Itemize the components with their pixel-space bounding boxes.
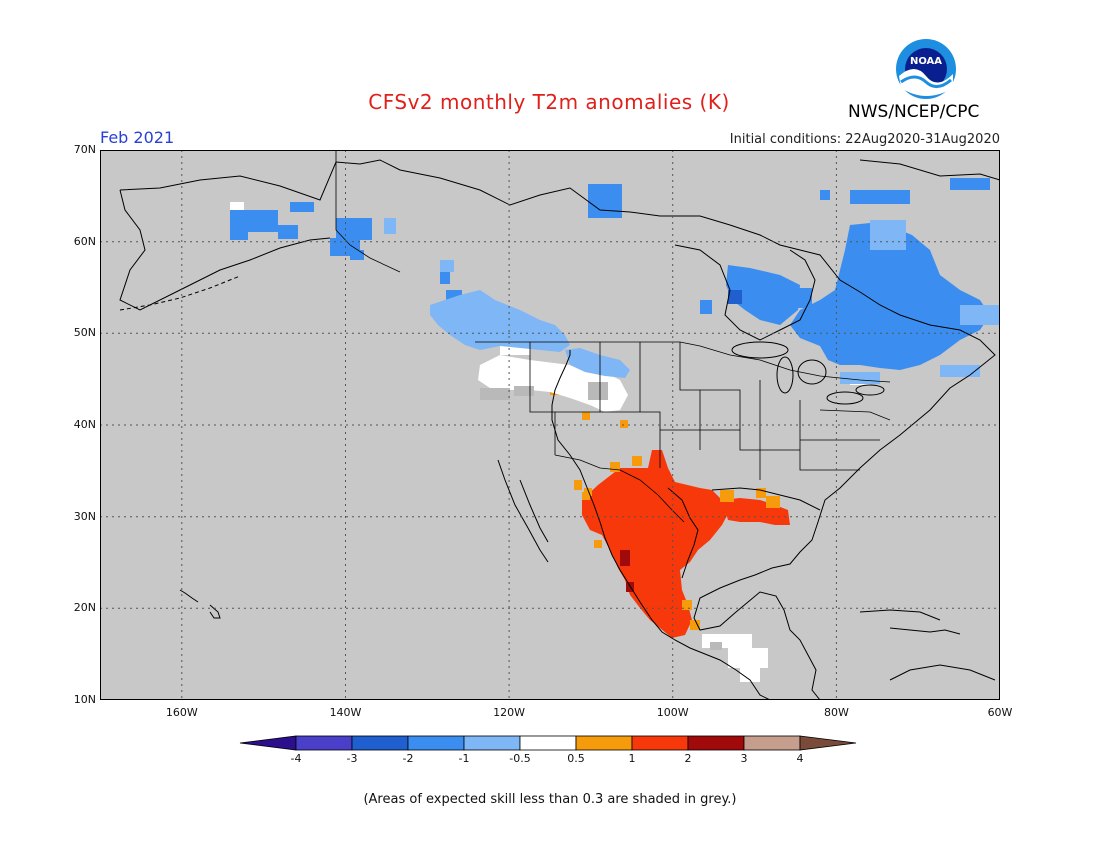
anomaly-map	[100, 150, 1000, 700]
political-borders	[335, 150, 891, 523]
coastlines	[119, 159, 1000, 700]
grey-patches	[480, 382, 722, 650]
colorbar-segment	[239, 735, 297, 751]
longitude-label: 160W	[165, 706, 198, 719]
colorbar-segment	[687, 735, 745, 751]
colorbar-segment	[743, 735, 801, 751]
noaa-logo: NOAA	[896, 39, 956, 99]
strong-cold-cells	[728, 290, 742, 304]
colorbar-segment	[463, 735, 521, 751]
gridlines	[100, 150, 1000, 700]
colorbar-tick-label: 2	[684, 752, 692, 765]
great-lakes	[731, 341, 885, 405]
longitude-label: 120W	[493, 706, 526, 719]
weak-cold-region	[384, 218, 1000, 384]
longitude-label: 100W	[656, 706, 689, 719]
colorbar-segment	[575, 735, 633, 751]
colorbar-segment	[295, 735, 353, 751]
latitude-label: 10N	[73, 693, 96, 706]
colorbar-tick-label: -2	[402, 752, 414, 765]
colorbar-segment	[519, 735, 577, 751]
colorbar-tick-label: -3	[346, 752, 358, 765]
latitude-label: 70N	[73, 143, 96, 156]
colorbar-tick-label: -0.5	[509, 752, 531, 765]
colorbar-segment	[351, 735, 409, 751]
initial-conditions: Initial conditions: 22Aug2020-31Aug2020	[729, 132, 1000, 147]
map-title: CFSv2 monthly T2m anomalies (K)	[368, 90, 730, 114]
organization-label: NWS/NCEP/CPC	[848, 102, 980, 122]
forecast-month: Feb 2021	[100, 128, 175, 147]
colorbar-tick-label: 1	[628, 752, 636, 765]
colorbar-tick-label: 4	[796, 752, 804, 765]
colorbar	[239, 735, 857, 751]
colorbar-segment	[631, 735, 689, 751]
colorbar-tick-label: 0.5	[567, 752, 585, 765]
skill-footnote: (Areas of expected skill less than 0.3 a…	[363, 792, 737, 807]
longitude-label: 60W	[987, 706, 1013, 719]
colorbar-segment	[799, 735, 857, 751]
strong-warm-cells	[620, 550, 634, 592]
longitude-label: 140W	[329, 706, 362, 719]
colorbar-tick-label: 3	[740, 752, 748, 765]
colorbar-tick-label: -1	[458, 752, 470, 765]
latitude-label: 30N	[73, 509, 96, 523]
latitude-label: 20N	[73, 601, 96, 615]
colorbar-tick-label: -4	[290, 752, 302, 765]
longitude-label: 80W	[823, 706, 849, 719]
logo-text: NOAA	[910, 56, 942, 67]
latitude-label: 50N	[73, 326, 96, 340]
latitude-label: 40N	[73, 418, 96, 431]
colorbar-segment	[407, 735, 465, 751]
latitude-label: 60N	[73, 234, 96, 248]
